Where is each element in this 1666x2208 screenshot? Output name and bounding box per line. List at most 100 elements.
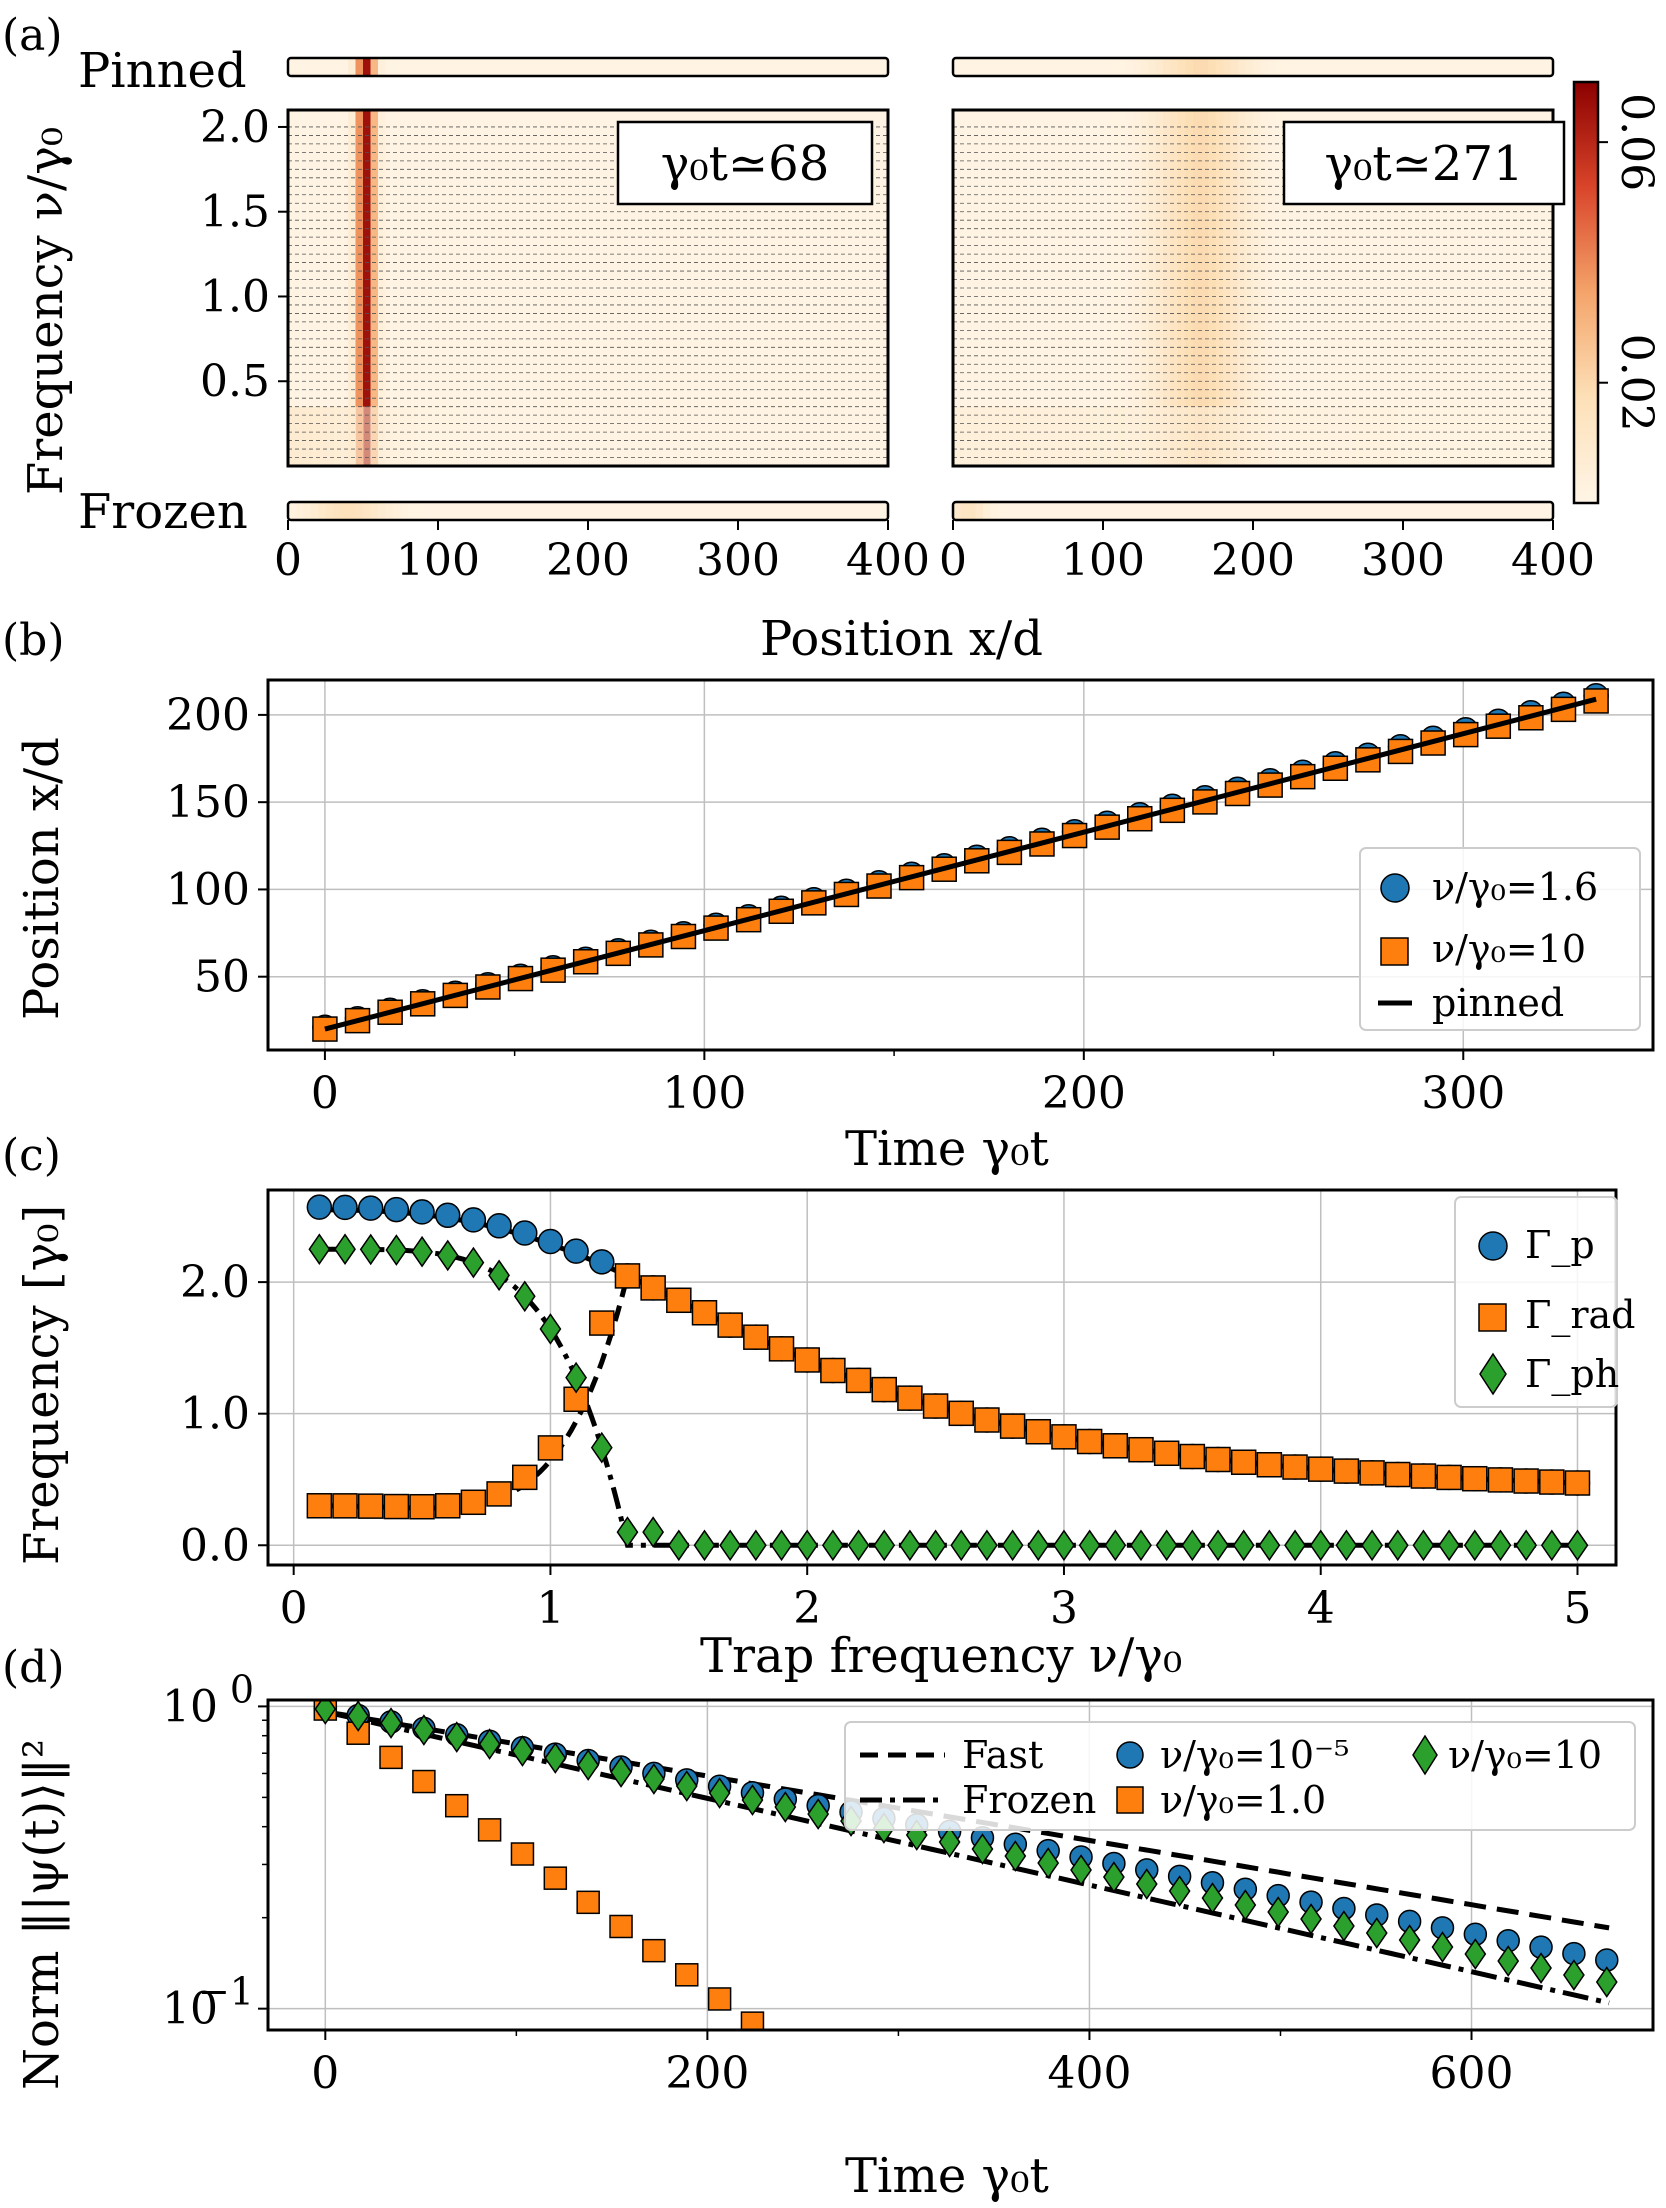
strip-cell bbox=[990, 58, 999, 76]
legend-c-label-2: Γ_rad bbox=[1525, 1293, 1636, 1338]
heatmap-cell bbox=[573, 406, 582, 466]
point-diamond bbox=[359, 1233, 382, 1266]
point-diamond bbox=[1515, 1529, 1538, 1562]
strip-cell bbox=[318, 58, 327, 76]
heatmap-cell bbox=[760, 406, 769, 466]
point-diamond bbox=[462, 1246, 485, 1279]
strip-cell bbox=[483, 58, 492, 76]
point-diamond bbox=[1309, 1529, 1332, 1562]
heatmap-cell bbox=[1080, 110, 1089, 466]
heatmap-cell bbox=[1178, 406, 1187, 466]
strip-cell bbox=[415, 502, 424, 520]
heatmap-cell bbox=[1268, 406, 1277, 466]
heatmap-cell bbox=[318, 406, 327, 466]
strip-cell bbox=[453, 502, 462, 520]
point-diamond bbox=[873, 1529, 896, 1562]
point-circle bbox=[486, 1213, 512, 1239]
strip-cell bbox=[753, 502, 762, 520]
strip-cell bbox=[1395, 58, 1404, 76]
strip-cell bbox=[663, 58, 672, 76]
point-diamond bbox=[1463, 1529, 1486, 1562]
x-tick-label: 0 bbox=[311, 2048, 339, 2099]
heatmap-cell bbox=[303, 406, 312, 466]
point-diamond bbox=[1004, 1840, 1027, 1872]
legend-d-marker-square bbox=[1116, 1786, 1144, 1814]
strip-cell bbox=[1260, 502, 1269, 520]
strip-cell bbox=[385, 502, 394, 520]
strip-cell bbox=[1073, 58, 1082, 76]
heatmap-cell bbox=[543, 406, 552, 466]
heatmap-cell bbox=[1305, 110, 1314, 466]
heatmap-cell bbox=[318, 110, 327, 466]
strip-cell bbox=[1050, 58, 1059, 76]
strip-cell bbox=[423, 58, 432, 76]
heatmap-cell bbox=[1200, 406, 1209, 466]
heatmap-cell bbox=[1470, 406, 1479, 466]
annotation-box bbox=[616, 120, 874, 206]
point-diamond bbox=[1070, 1854, 1092, 1886]
legend-c-marker-diamond bbox=[1479, 1352, 1507, 1396]
heatmap-cell bbox=[453, 406, 462, 466]
heatmap-cell bbox=[723, 406, 732, 466]
x-tick-label: 0 bbox=[274, 535, 302, 586]
heatmap-cell bbox=[310, 406, 319, 466]
point-diamond bbox=[1181, 1529, 1204, 1562]
frozen-line bbox=[324, 1709, 1610, 2006]
strip-cell bbox=[738, 58, 747, 76]
strip-cell bbox=[1215, 58, 1224, 76]
heatmap-cell bbox=[408, 110, 417, 466]
strip-cell bbox=[1238, 58, 1247, 76]
strip-cell bbox=[1080, 502, 1089, 520]
heatmap-cell bbox=[1388, 110, 1397, 466]
point-square bbox=[589, 1310, 615, 1336]
point-diamond bbox=[1562, 1959, 1585, 1991]
strip-cell bbox=[1118, 502, 1127, 520]
strip-cell bbox=[783, 58, 792, 76]
heatmap-cell bbox=[775, 406, 784, 466]
strip-cell bbox=[1013, 58, 1022, 76]
point-diamond bbox=[1234, 1889, 1257, 1921]
y-tick-label: 150 bbox=[166, 777, 250, 828]
strip-cell bbox=[430, 502, 439, 520]
y-tick-label: 10 bbox=[162, 1681, 218, 1732]
x-tick-label: 100 bbox=[662, 1068, 746, 1119]
legend-b-label-1: ν/γ₀=1.6 bbox=[1432, 865, 1598, 909]
strip-cell bbox=[1028, 58, 1037, 76]
strip-cell bbox=[1080, 58, 1089, 76]
heatmap-cell bbox=[633, 110, 642, 466]
strip-cell bbox=[798, 58, 807, 76]
point-diamond bbox=[1284, 1529, 1306, 1562]
heatmap-cell bbox=[618, 110, 627, 466]
point-square bbox=[1462, 1465, 1488, 1492]
plot-frame bbox=[266, 678, 1655, 1052]
strip-cell bbox=[408, 502, 417, 520]
strip-cell bbox=[1193, 502, 1202, 520]
point-square bbox=[543, 1866, 568, 1890]
heatmap-cell bbox=[820, 406, 829, 466]
heatmap-cell bbox=[865, 406, 874, 466]
heatmap-cell bbox=[975, 110, 984, 466]
heatmap-cell bbox=[610, 110, 619, 466]
heatmap-cell bbox=[1478, 110, 1487, 466]
strip-cell bbox=[528, 502, 537, 520]
strip-cell bbox=[490, 58, 499, 76]
strip-cell bbox=[1508, 58, 1517, 76]
heatmap-cell bbox=[1395, 406, 1404, 466]
heatmap-cell bbox=[960, 406, 969, 466]
strip-cell bbox=[1125, 58, 1134, 76]
point-square bbox=[1205, 1446, 1231, 1473]
heatmap-cell bbox=[983, 406, 992, 466]
strip-cell bbox=[1193, 58, 1202, 76]
strip-cell bbox=[438, 502, 447, 520]
strip-cell bbox=[303, 58, 312, 76]
heatmap-cell bbox=[355, 406, 364, 466]
strip-cell bbox=[1170, 502, 1179, 520]
heatmap-cell bbox=[835, 110, 844, 466]
heatmap-cell bbox=[1155, 406, 1164, 466]
point-diamond bbox=[938, 1826, 961, 1858]
strip-cell bbox=[983, 58, 992, 76]
strip-cell bbox=[790, 58, 799, 76]
point-square bbox=[409, 1493, 435, 1520]
point-diamond bbox=[1037, 1847, 1060, 1879]
point-diamond bbox=[1398, 1924, 1421, 1956]
